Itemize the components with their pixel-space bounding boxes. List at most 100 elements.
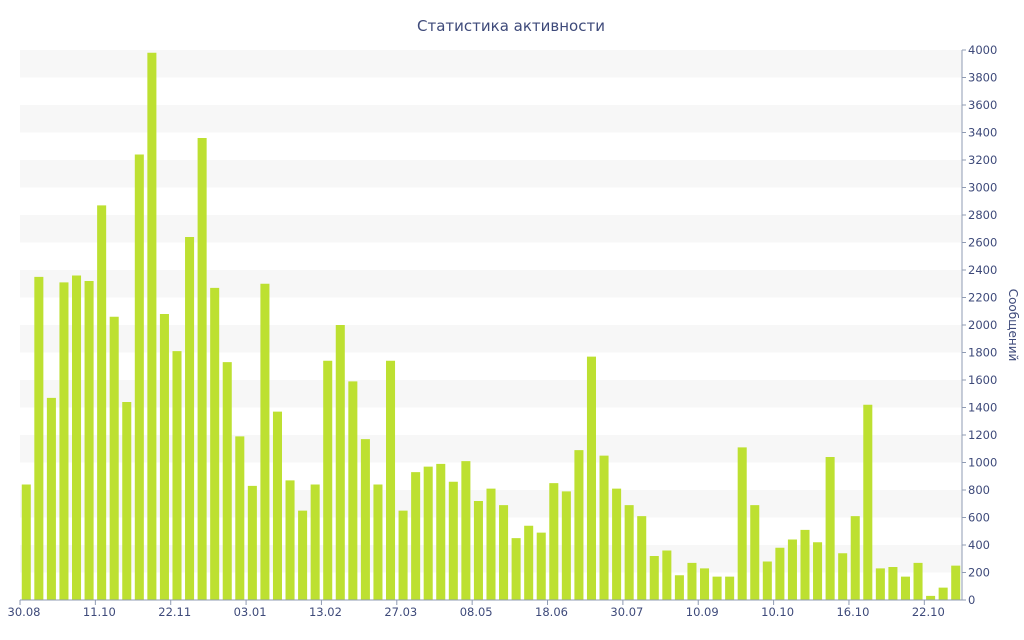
bar[interactable] bbox=[926, 595, 936, 601]
bar[interactable] bbox=[97, 205, 107, 601]
bar[interactable] bbox=[72, 275, 82, 601]
bar[interactable] bbox=[197, 138, 207, 600]
grid-band bbox=[20, 160, 962, 188]
bar[interactable] bbox=[725, 576, 735, 601]
bar[interactable] bbox=[813, 542, 823, 600]
bar[interactable] bbox=[536, 532, 546, 601]
bar[interactable] bbox=[649, 556, 659, 600]
bar[interactable] bbox=[386, 360, 396, 600]
bar[interactable] bbox=[473, 501, 483, 600]
bar[interactable] bbox=[913, 562, 923, 601]
bar[interactable] bbox=[122, 402, 132, 600]
grid-band bbox=[20, 325, 962, 353]
grid-bands bbox=[20, 50, 962, 573]
y-tick-label: 1200 bbox=[968, 428, 997, 442]
bar[interactable] bbox=[84, 281, 94, 600]
bar[interactable] bbox=[448, 481, 458, 600]
y-axis-label: Сообщений bbox=[1006, 289, 1020, 362]
y-tick-label: 3600 bbox=[968, 98, 997, 112]
bar[interactable] bbox=[863, 404, 873, 600]
bar[interactable] bbox=[185, 237, 195, 600]
bar[interactable] bbox=[348, 381, 358, 601]
bar[interactable] bbox=[423, 466, 433, 601]
bar[interactable] bbox=[411, 472, 421, 601]
bar[interactable] bbox=[850, 516, 860, 601]
bar[interactable] bbox=[373, 484, 383, 601]
bar[interactable] bbox=[172, 351, 182, 601]
y-axis-ticks: 0 200 400 600 800 1000 1200 1400 1600 1800 2000 220… bbox=[962, 43, 997, 607]
bar[interactable] bbox=[46, 397, 56, 601]
bar[interactable] bbox=[637, 516, 647, 601]
bar[interactable] bbox=[310, 484, 320, 601]
bar[interactable] bbox=[159, 314, 169, 600]
bar[interactable] bbox=[524, 525, 534, 600]
bar[interactable] bbox=[674, 575, 684, 600]
bar[interactable] bbox=[21, 484, 31, 601]
bar[interactable] bbox=[762, 561, 772, 601]
bar[interactable] bbox=[737, 447, 747, 601]
bar[interactable] bbox=[323, 360, 333, 600]
y-tick-label: 2000 bbox=[968, 318, 997, 332]
bar[interactable] bbox=[34, 276, 44, 601]
bar[interactable] bbox=[260, 283, 270, 600]
bar[interactable] bbox=[247, 485, 257, 601]
bar[interactable] bbox=[574, 450, 584, 601]
bar[interactable] bbox=[285, 480, 295, 601]
bar[interactable] bbox=[210, 287, 220, 601]
bar[interactable] bbox=[436, 463, 446, 601]
bar[interactable] bbox=[586, 356, 596, 601]
x-tick-label: 16.10 bbox=[836, 605, 869, 619]
grid-band bbox=[20, 105, 962, 133]
bar[interactable] bbox=[775, 547, 785, 600]
y-tick-label: 3400 bbox=[968, 126, 997, 140]
bar[interactable] bbox=[838, 553, 848, 600]
bar[interactable] bbox=[875, 568, 885, 601]
bar[interactable] bbox=[750, 505, 760, 601]
bar[interactable] bbox=[511, 538, 521, 601]
x-tick-label: 22.10 bbox=[912, 605, 945, 619]
y-tick-label: 0 bbox=[968, 593, 975, 607]
y-tick-label: 3000 bbox=[968, 181, 997, 195]
x-tick-label: 08.05 bbox=[460, 605, 493, 619]
y-tick-label: 3200 bbox=[968, 153, 997, 167]
y-tick-label: 2800 bbox=[968, 208, 997, 222]
bar[interactable] bbox=[147, 52, 157, 600]
x-axis-ticks: 30.08 11.10 22.11 03.01 13.02 27.03 08.05 18.06… bbox=[8, 600, 945, 619]
bar[interactable] bbox=[687, 562, 697, 601]
bar[interactable] bbox=[109, 316, 119, 600]
bar[interactable] bbox=[272, 411, 282, 601]
bar[interactable] bbox=[888, 567, 898, 600]
bar[interactable] bbox=[662, 550, 672, 601]
bar[interactable] bbox=[134, 154, 144, 601]
bar[interactable] bbox=[938, 587, 948, 601]
bar[interactable] bbox=[561, 491, 571, 601]
bar[interactable] bbox=[624, 505, 634, 601]
bar[interactable] bbox=[612, 488, 622, 601]
y-tick-label: 1400 bbox=[968, 401, 997, 415]
bar[interactable] bbox=[900, 576, 910, 601]
bar[interactable] bbox=[825, 457, 835, 600]
bar[interactable] bbox=[499, 505, 509, 601]
bar[interactable] bbox=[298, 510, 308, 601]
bar[interactable] bbox=[712, 576, 722, 601]
bar[interactable] bbox=[398, 510, 408, 601]
bar[interactable] bbox=[951, 565, 961, 601]
y-tick-label: 600 bbox=[968, 511, 990, 525]
bar[interactable] bbox=[787, 539, 797, 601]
bar[interactable] bbox=[800, 529, 810, 601]
bar[interactable] bbox=[222, 362, 232, 601]
bar[interactable] bbox=[549, 483, 559, 601]
bar[interactable] bbox=[360, 439, 370, 601]
bar[interactable] bbox=[235, 436, 245, 601]
bar[interactable] bbox=[59, 282, 69, 601]
y-tick-label: 200 bbox=[968, 566, 990, 580]
bar[interactable] bbox=[486, 488, 496, 601]
bar[interactable] bbox=[335, 325, 345, 600]
x-tick-label: 10.10 bbox=[761, 605, 794, 619]
y-tick-label: 400 bbox=[968, 538, 990, 552]
bar[interactable] bbox=[700, 568, 710, 601]
x-tick-label: 30.08 bbox=[8, 605, 41, 619]
x-tick-label: 22.11 bbox=[158, 605, 191, 619]
bar[interactable] bbox=[599, 455, 609, 601]
bar[interactable] bbox=[461, 461, 471, 601]
